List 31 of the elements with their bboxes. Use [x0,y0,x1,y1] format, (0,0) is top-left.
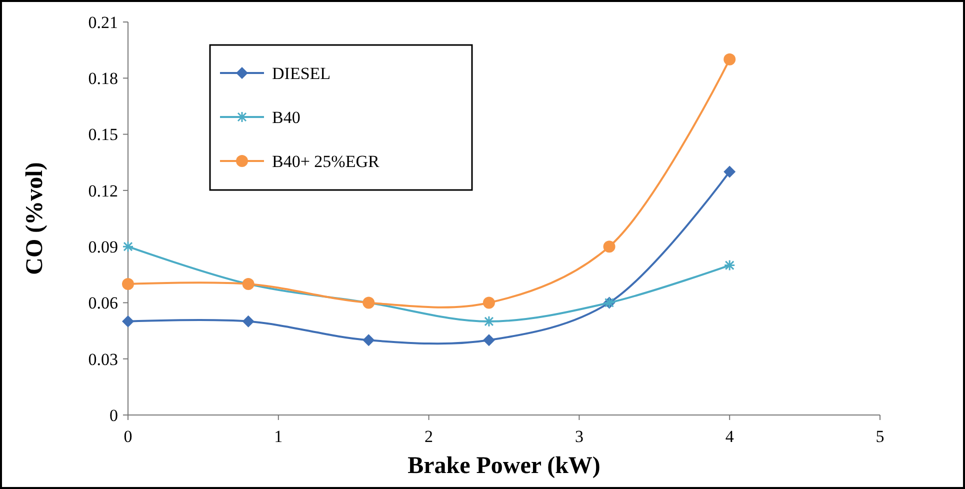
legend-label: B40+ 25%EGR [272,152,380,171]
point [362,334,375,346]
x-tick-label: 3 [574,427,584,446]
x-tick-label: 1 [274,427,283,446]
point [122,240,134,252]
point [724,166,736,178]
y-tick-label: 0 [110,406,118,425]
y-tick-label: 0.21 [88,12,118,32]
point [482,334,495,346]
y-tick-label: 0.06 [88,294,118,313]
point [122,315,134,328]
y-tick-label: 0.12 [88,181,118,200]
point [483,316,495,328]
y-tick-label: 0.03 [88,350,118,369]
point [242,315,254,328]
point [603,240,616,253]
legend-label: DIESEL [272,64,331,83]
x-tick-label: 0 [124,427,132,446]
point [724,53,736,66]
legend-label: B40 [272,108,300,127]
x-axis-title: Brake Power (kW) [408,453,600,479]
y-tick-label: 0.18 [88,69,118,88]
point [482,296,495,309]
x-tick-label: 2 [424,427,434,446]
point [724,260,736,272]
y-tick-label: 0.15 [88,125,118,144]
point [122,278,134,290]
y-tick-label: 0.09 [88,238,118,257]
x-tick-label: 4 [725,427,734,446]
y-axis-title: CO (%vol) [22,162,48,275]
x-tick-label: 5 [876,427,884,446]
